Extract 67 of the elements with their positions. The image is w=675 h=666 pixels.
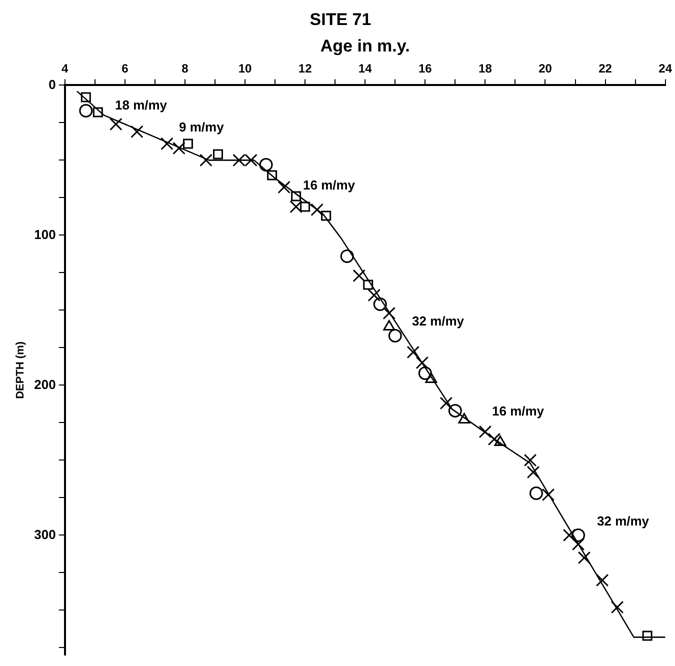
point [578,551,591,564]
y-tick-label: 200 [34,376,56,392]
x-tick-label: 4 [62,61,69,76]
point [562,528,576,542]
y-tick-label: 0 [48,76,56,92]
point [213,149,223,160]
point [160,137,174,150]
point [572,528,586,542]
point [80,92,91,102]
point [596,574,609,587]
point [440,396,453,410]
point [130,125,144,138]
y-axis-title: DEPTH (m) [14,341,27,399]
x-tick-label: 12 [298,61,312,76]
point [382,306,396,320]
point [278,180,290,194]
annotation: 18 m/my [115,98,168,113]
point [290,200,302,214]
x-tick-label: 14 [358,61,372,76]
point [610,600,624,614]
point [488,432,501,446]
annotation: 16 m/my [492,404,545,419]
point [363,280,374,290]
x-tick-label: 8 [182,61,189,76]
point [244,154,258,167]
point [448,404,462,418]
x-axis-title: Age in m.y. [320,36,410,56]
point [267,170,278,180]
point [232,154,246,167]
point [368,288,381,302]
point [529,486,543,500]
annotation: 32 m/my [597,514,650,529]
point [478,425,492,438]
point [642,630,652,641]
point [388,328,402,342]
point [291,191,302,202]
annotation: 32 m/my [412,314,465,329]
point [92,107,103,118]
x-tick-label: 22 [598,61,612,76]
point [340,249,354,263]
chart-title: SITE 71 [310,10,372,29]
point [310,203,324,216]
y-tick-label: 100 [34,226,56,242]
x-tick-label: 20 [538,61,552,76]
point [172,142,186,155]
point [300,202,310,212]
point [416,356,429,370]
point [373,297,387,311]
point [418,366,432,380]
point [182,138,193,149]
point [352,269,366,282]
x-tick-label: 18 [478,61,492,76]
point [572,538,585,551]
point [321,210,332,221]
y-tick-label: 300 [34,526,56,542]
point [110,118,122,131]
x-tick-label: 24 [658,61,672,76]
x-tick-label: 10 [238,61,252,76]
point [406,346,420,359]
annotation: 16 m/my [303,178,356,193]
x-tick-label: 16 [418,61,432,76]
point [79,104,93,118]
annotation: 9 m/my [179,120,225,135]
point [200,154,212,167]
point [542,488,555,502]
x-tick-label: 6 [122,61,129,76]
point [259,158,273,172]
